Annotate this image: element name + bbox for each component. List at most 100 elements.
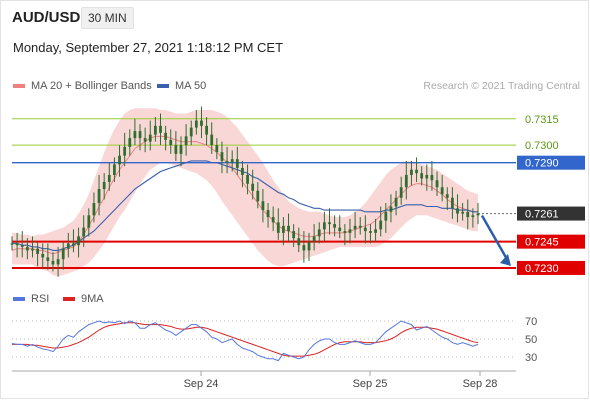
price-tag-support [517, 234, 585, 249]
candle-body [15, 243, 19, 246]
bollinger-band [12, 108, 478, 277]
candle-body [118, 155, 121, 165]
rsi-tick-label: 70 [525, 316, 537, 328]
candle-body [410, 169, 413, 175]
candle-body [61, 248, 65, 260]
candle-body [36, 248, 39, 254]
candle-body [25, 246, 29, 251]
candle-body [189, 127, 193, 137]
candle-body [184, 136, 188, 146]
candle-body [466, 211, 470, 218]
candle-body [389, 206, 393, 212]
candle-body [425, 174, 429, 179]
candle-body [123, 146, 127, 156]
candle-body [445, 194, 449, 198]
candle-body [133, 131, 137, 139]
rsi-tick-label: 30 [525, 352, 537, 364]
9ma-legend-label: 9MA [81, 293, 104, 305]
candle-body [399, 187, 403, 198]
candle-body [31, 248, 34, 251]
price-label-last-price: 0.7261 [525, 209, 559, 221]
9ma-swatch [63, 297, 75, 301]
candle-body [174, 145, 178, 154]
candle-body [338, 227, 342, 232]
ma50-swatch [157, 84, 169, 88]
timestamp: Monday, September 27, 2021 1:18:12 PM CE… [13, 40, 284, 55]
x-tick-label: Sep 24 [184, 378, 219, 390]
x-tick-label: Sep 28 [463, 378, 498, 390]
candle-body [317, 229, 321, 237]
price-label-pivot: 0.7290 [525, 158, 559, 170]
legend-rsi: RSI [13, 293, 49, 305]
candle-body [404, 174, 408, 188]
candle-body [261, 201, 265, 211]
candle-body [159, 125, 162, 133]
candle-body [200, 120, 203, 126]
candle-body [374, 229, 377, 233]
candle-body [230, 159, 234, 163]
candle-body [420, 173, 424, 179]
candle-body [343, 231, 347, 233]
candle-body [128, 138, 132, 147]
candle-body [379, 220, 383, 230]
candle-body [164, 132, 168, 140]
candle-body [10, 243, 14, 245]
forecast-arrow-shaft [480, 214, 510, 262]
candle-body [194, 120, 198, 128]
candle-body [328, 222, 331, 225]
candle-body [148, 134, 152, 142]
candle-body [87, 215, 91, 228]
candle-body [46, 257, 50, 261]
candle-body [97, 189, 101, 204]
rsi-swatch [13, 297, 25, 301]
candle-body [322, 222, 326, 230]
x-tick-label: Sep 25 [353, 378, 388, 390]
candle-body [266, 210, 270, 218]
rsi-ma-line [12, 322, 479, 357]
candle-body [20, 245, 24, 247]
ma50-legend-label: MA 50 [175, 80, 207, 92]
interval-badge[interactable]: 30 MIN [81, 7, 134, 29]
candle-body [440, 187, 444, 195]
price-tag-last-price [517, 206, 585, 221]
copyright-notice: Research © 2021 Trading Central [423, 80, 580, 92]
price-label-resistance: 0.7315 [525, 114, 559, 126]
candle-body [215, 145, 219, 153]
legend-9ma: 9MA [63, 293, 104, 305]
legend-ma20: MA 20 + Bollinger Bands [13, 80, 152, 92]
price-label-support: 0.7245 [525, 237, 559, 249]
candle-body [369, 231, 372, 233]
price-tag-support [517, 260, 585, 275]
candle-body [451, 197, 454, 209]
candle-body [235, 159, 239, 168]
rsi-tick-label: 50 [525, 334, 537, 346]
candle-body [72, 243, 75, 246]
candle-body [348, 229, 352, 233]
candle-body [169, 139, 173, 146]
candle-body [302, 245, 306, 251]
candle-body [461, 211, 465, 214]
candle-body [287, 225, 290, 232]
candle-body [353, 225, 357, 230]
candle-body [102, 181, 106, 189]
candle-body [246, 174, 249, 184]
candle-body [471, 215, 475, 218]
candle-body [297, 238, 301, 246]
candle-body [82, 227, 86, 237]
candle-body [92, 203, 96, 216]
candle-body [225, 160, 229, 163]
rsi-line [11, 320, 479, 362]
candle-body [384, 211, 388, 221]
forecast-arrow-head [500, 253, 511, 266]
candle-body [430, 174, 434, 181]
price-label-resistance: 0.7300 [525, 140, 559, 152]
candle-body [143, 138, 147, 142]
candle-body [394, 197, 398, 207]
candle-body [415, 169, 418, 174]
candle-body [312, 236, 316, 242]
candle-body [271, 217, 275, 223]
candle-body [241, 167, 244, 175]
candle-body [333, 224, 337, 228]
